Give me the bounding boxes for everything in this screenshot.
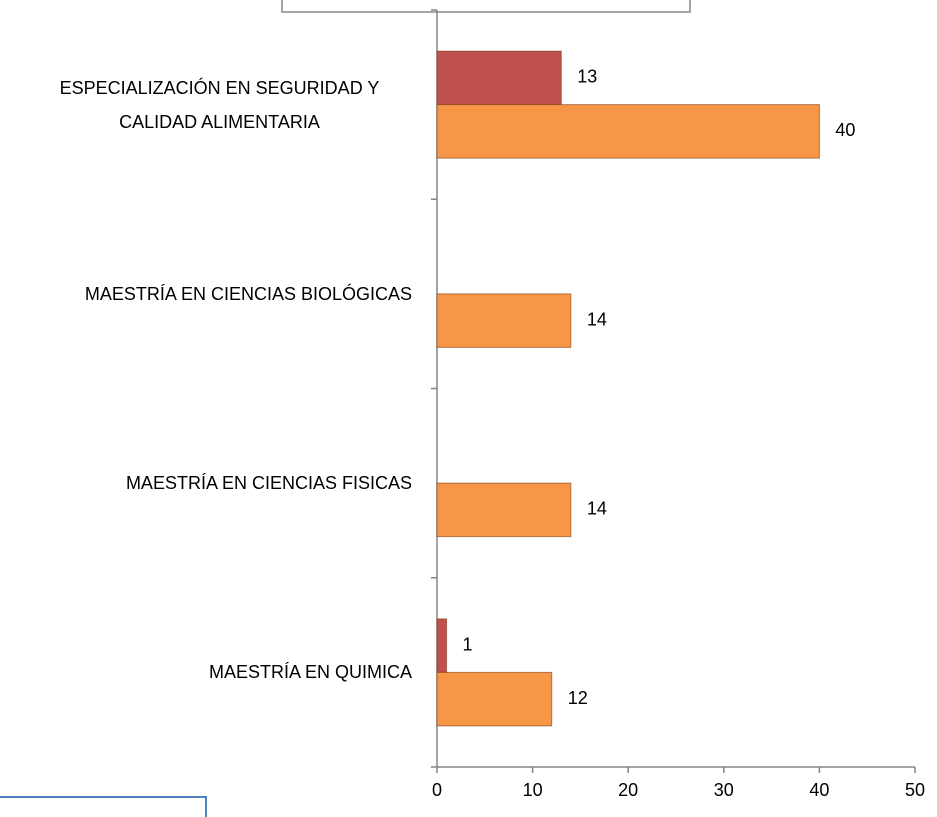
category-label-box: MAESTRÍA EN CIENCIAS FISICAS (126, 466, 412, 500)
frame-box (281, 0, 691, 13)
value-label: 1 (463, 634, 473, 654)
x-tick-label: 50 (905, 780, 925, 800)
bar (436, 50, 562, 106)
bar (436, 104, 820, 159)
category-label-box: MAESTRÍA EN CIENCIAS BIOLÓGICAS (85, 277, 412, 311)
value-label: 13 (577, 67, 597, 87)
value-label: 12 (568, 688, 588, 708)
category-label-box: MAESTRÍA EN QUIMICA (209, 655, 412, 689)
x-tick-label: 20 (618, 780, 638, 800)
x-tick-label: 0 (432, 780, 442, 800)
y-tick-label: MAESTRÍA EN QUIMICA (208, 662, 412, 683)
x-tick-label: 10 (523, 780, 543, 800)
y-tick-label: ESPECIALIZACIÓN EN SEGURIDAD Y CALIDAD A… (59, 77, 380, 132)
y-tick-label: MAESTRÍA EN CIENCIAS BIOLÓGICAS (84, 283, 412, 304)
value-label: 14 (587, 309, 607, 329)
x-tick-label: 40 (809, 780, 829, 800)
category-label-box: ESPECIALIZACIÓN EN SEGURIDAD Y CALIDAD A… (27, 71, 412, 139)
bar (436, 671, 553, 727)
bar (436, 618, 448, 673)
frame-box (0, 796, 207, 817)
bar (436, 482, 572, 538)
y-tick-label: MAESTRÍA EN CIENCIAS FISICAS (125, 473, 412, 494)
value-label: 40 (835, 120, 855, 140)
value-label: 14 (587, 499, 607, 519)
bar (436, 293, 572, 348)
x-tick-label: 30 (714, 780, 734, 800)
